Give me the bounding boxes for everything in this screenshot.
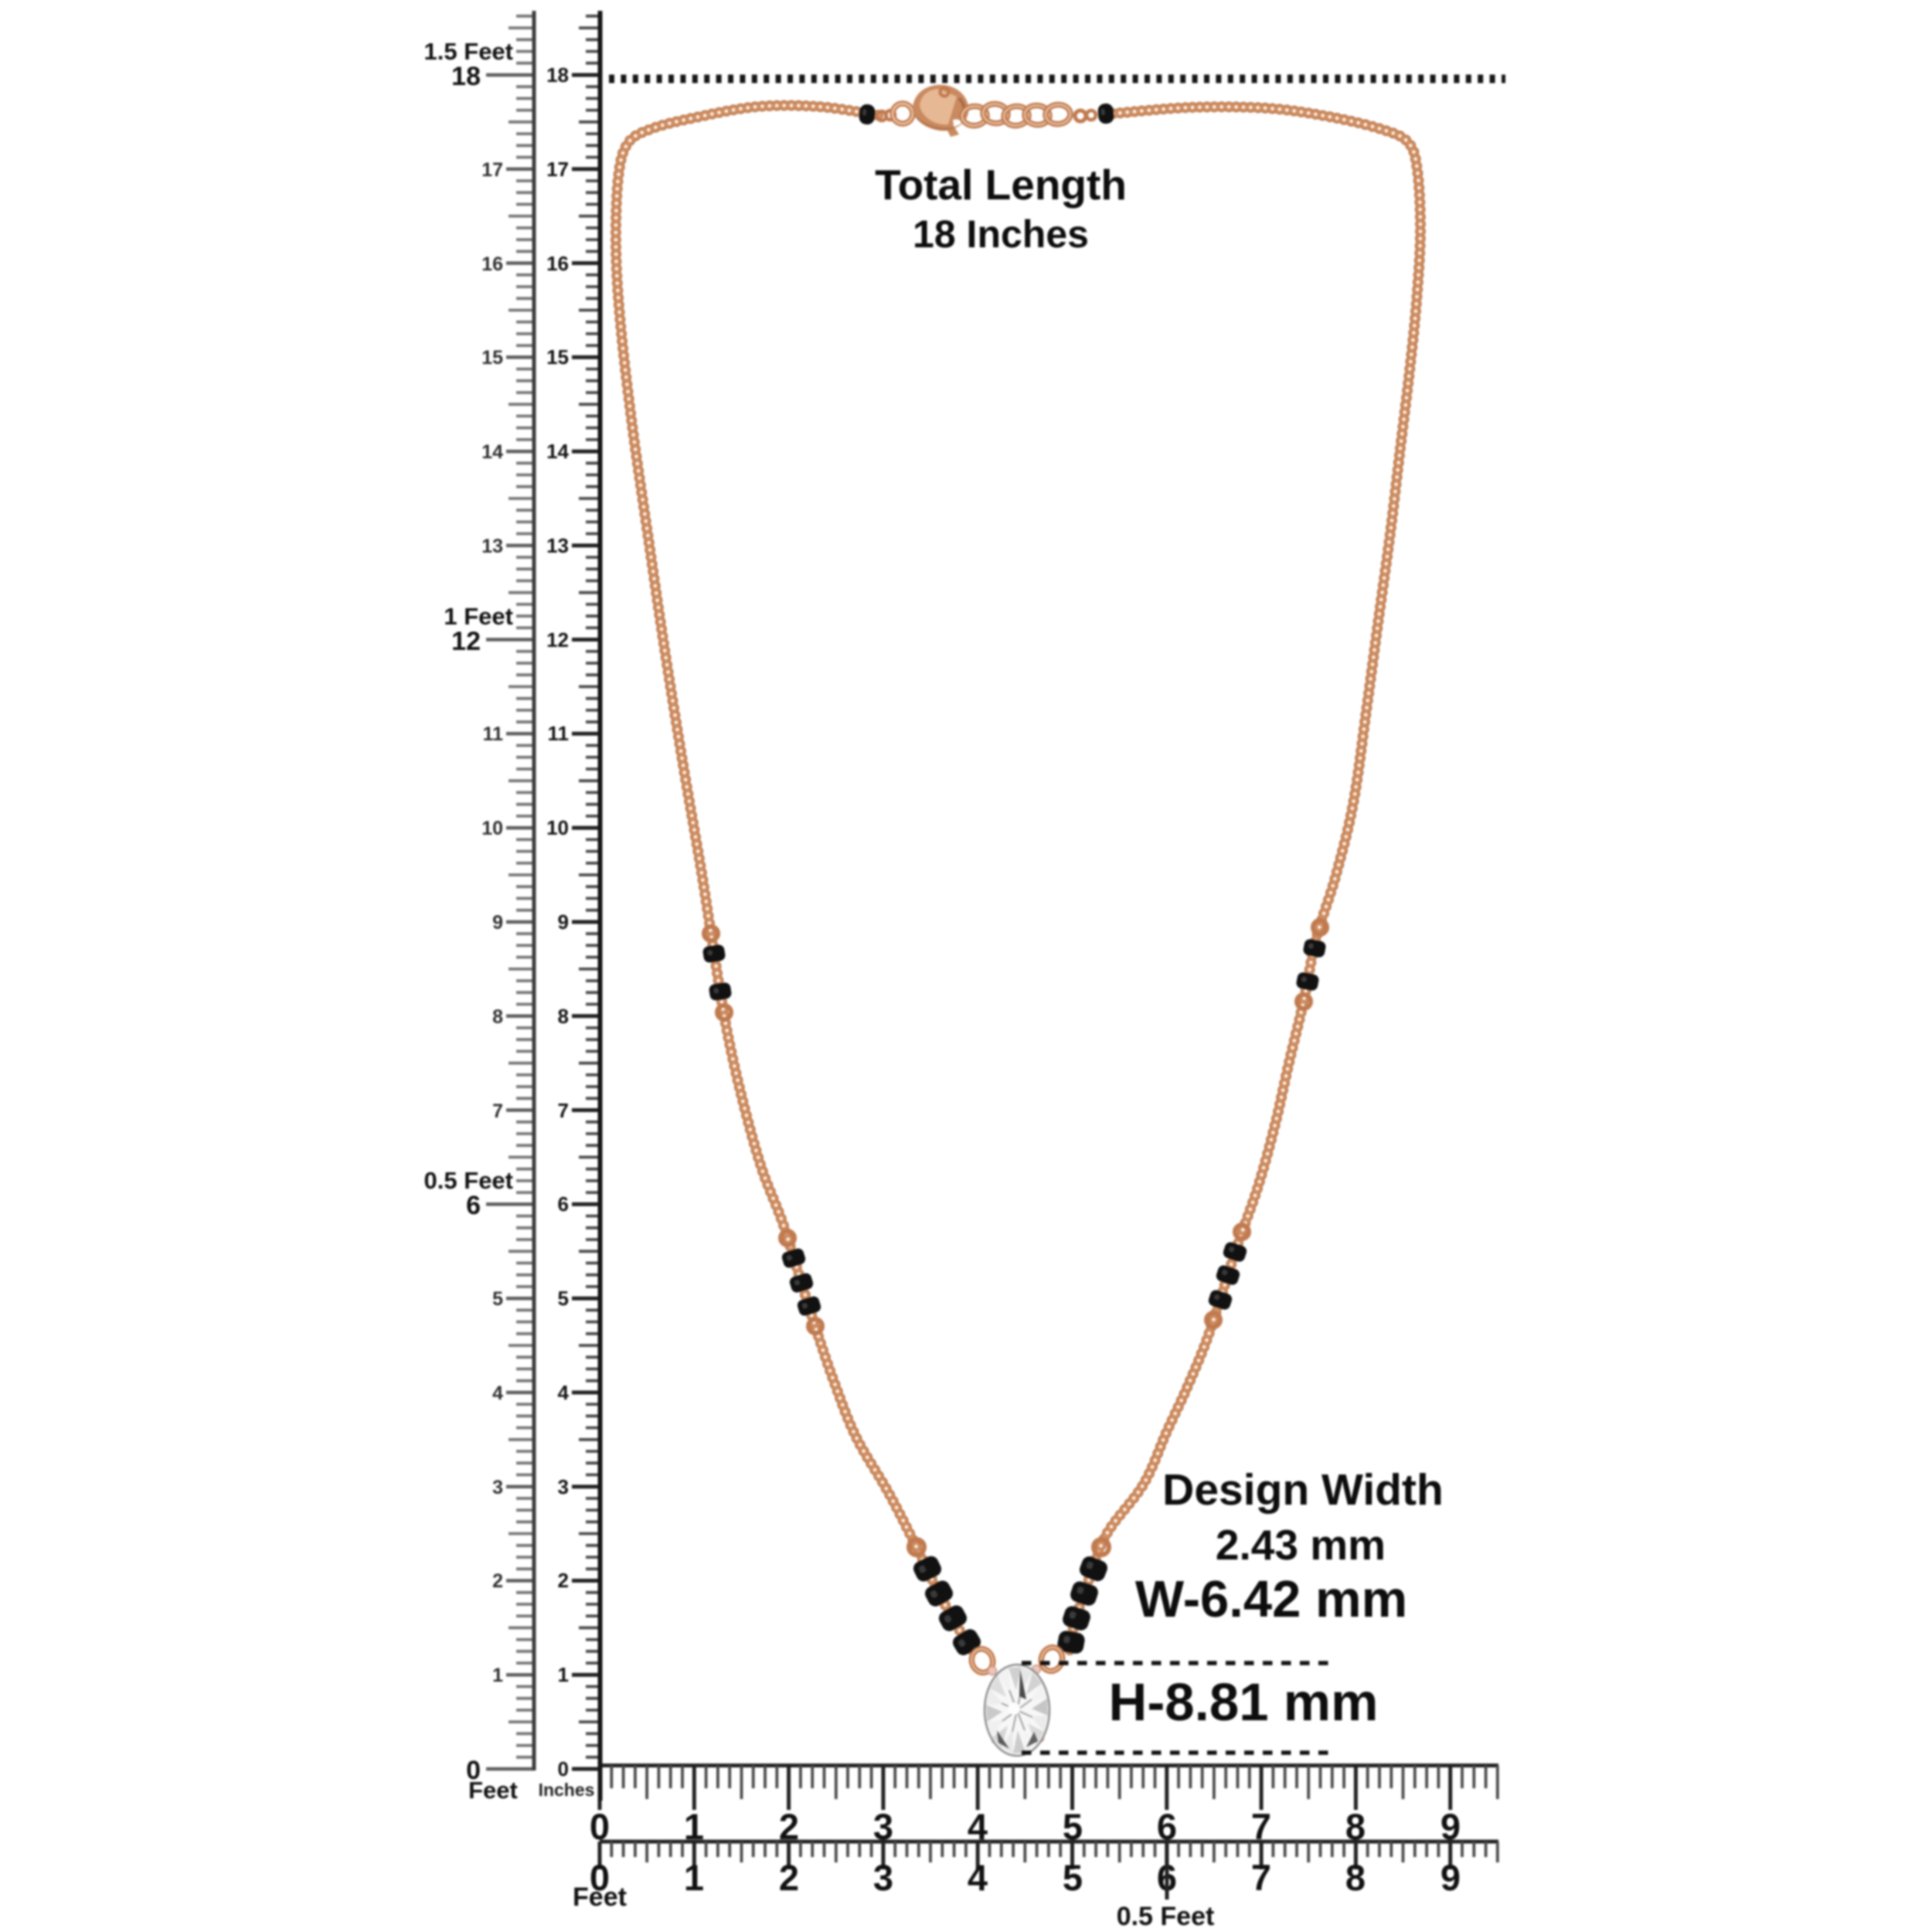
svg-text:5: 5 [1063, 1857, 1083, 1898]
svg-text:6: 6 [466, 1191, 481, 1220]
svg-text:18: 18 [451, 62, 481, 91]
svg-text:8: 8 [558, 1005, 569, 1028]
svg-text:4: 4 [558, 1381, 570, 1404]
svg-text:8: 8 [1345, 1857, 1366, 1898]
svg-text:9: 9 [1440, 1857, 1461, 1898]
svg-text:15: 15 [546, 345, 569, 369]
svg-text:8: 8 [492, 1006, 503, 1028]
svg-text:0: 0 [590, 1857, 610, 1898]
svg-text:18: 18 [546, 63, 569, 87]
svg-text:1: 1 [492, 1665, 503, 1686]
svg-text:0: 0 [558, 1757, 569, 1781]
svg-text:16: 16 [546, 252, 569, 275]
svg-text:6: 6 [558, 1192, 569, 1216]
svg-text:7: 7 [558, 1099, 569, 1122]
svg-text:2: 2 [492, 1570, 503, 1592]
svg-text:10: 10 [546, 816, 569, 839]
svg-text:11: 11 [548, 722, 570, 745]
svg-text:9: 9 [558, 910, 569, 934]
svg-text:W-6.42 mm: W-6.42 mm [1135, 1570, 1407, 1628]
svg-text:7: 7 [492, 1100, 503, 1122]
svg-text:3: 3 [492, 1477, 503, 1498]
svg-text:Design Width: Design Width [1162, 1465, 1444, 1515]
svg-text:9: 9 [492, 912, 503, 934]
svg-text:3: 3 [558, 1475, 569, 1498]
svg-text:14: 14 [481, 441, 503, 463]
svg-text:18 Inches: 18 Inches [913, 213, 1089, 256]
svg-text:14: 14 [546, 440, 569, 463]
svg-text:15: 15 [481, 347, 503, 369]
svg-text:17: 17 [481, 159, 503, 181]
svg-text:1: 1 [684, 1857, 704, 1898]
svg-text:1.5 Feet: 1.5 Feet [424, 38, 513, 65]
svg-text:1: 1 [558, 1663, 569, 1686]
svg-text:2.43 mm: 2.43 mm [1216, 1521, 1386, 1569]
svg-text:5: 5 [558, 1287, 569, 1310]
svg-text:H-8.81 mm: H-8.81 mm [1109, 1672, 1379, 1732]
svg-text:12: 12 [451, 627, 481, 656]
svg-text:Feet: Feet [468, 1777, 518, 1804]
svg-text:13: 13 [481, 536, 503, 557]
svg-text:4: 4 [968, 1857, 988, 1898]
svg-text:4: 4 [492, 1383, 503, 1404]
svg-text:12: 12 [546, 628, 569, 651]
svg-text:2: 2 [779, 1857, 799, 1898]
svg-text:0: 0 [466, 1756, 481, 1785]
svg-text:16: 16 [481, 253, 503, 275]
svg-text:Inches: Inches [539, 1780, 595, 1800]
svg-text:0.5 Feet: 0.5 Feet [1117, 1902, 1215, 1931]
svg-text:11: 11 [483, 723, 504, 745]
svg-text:Feet: Feet [573, 1883, 627, 1912]
svg-text:1 Feet: 1 Feet [444, 603, 513, 630]
svg-text:7: 7 [1251, 1857, 1271, 1898]
svg-text:17: 17 [546, 158, 569, 181]
svg-text:13: 13 [546, 534, 569, 557]
svg-text:5: 5 [492, 1288, 503, 1310]
svg-text:Total Length: Total Length [875, 161, 1127, 209]
svg-text:2: 2 [558, 1569, 569, 1592]
svg-text:10: 10 [481, 818, 503, 839]
svg-text:3: 3 [873, 1857, 893, 1898]
svg-text:0.5 Feet: 0.5 Feet [424, 1167, 513, 1194]
